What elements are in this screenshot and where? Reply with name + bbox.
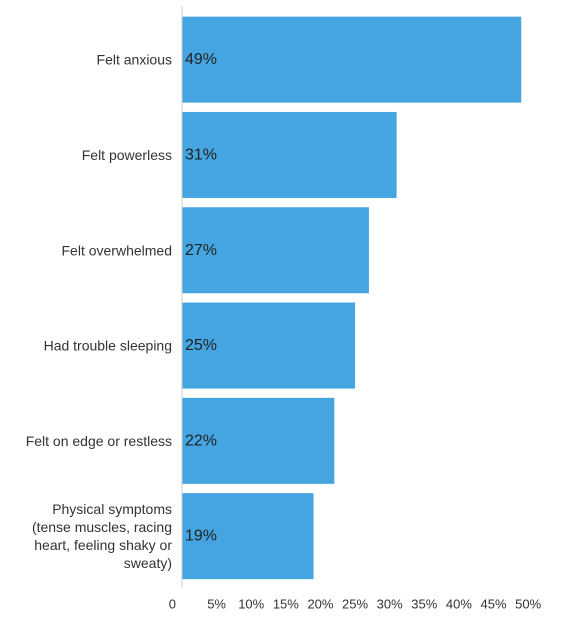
category-label-line: Felt overwhelmed	[62, 242, 173, 258]
x-tick-label: 50%	[515, 597, 541, 612]
category-label-line: (tense muscles, racing	[32, 519, 172, 535]
bars-group	[182, 16, 522, 580]
bar	[182, 493, 314, 580]
bar-value-label: 27%	[185, 242, 217, 259]
category-label-line: heart, feeling shaky or	[34, 537, 172, 553]
bar-value-label: 22%	[185, 432, 217, 449]
x-tick-label: 10%	[238, 597, 264, 612]
category-labels: Felt anxious Felt powerless Felt overwhelm…	[26, 52, 173, 572]
category-label: Had trouble sleeping	[44, 338, 172, 354]
category-label-line: Physical symptoms	[52, 501, 172, 517]
x-tick-label: 0	[169, 597, 176, 612]
x-tick-label: 40%	[446, 597, 472, 612]
category-label: Felt anxious	[97, 52, 172, 68]
category-label: Felt on edge or restless	[26, 433, 172, 449]
category-label: Felt overwhelmed	[62, 242, 173, 258]
bar	[182, 397, 335, 484]
value-labels: 49% 31% 27% 25% 22% 19%	[185, 51, 217, 545]
bar-value-label: 31%	[185, 146, 217, 163]
x-tick-label: 20%	[307, 597, 333, 612]
x-tick-label: 30%	[377, 597, 403, 612]
bar	[182, 302, 356, 389]
category-label: Physical symptoms (tense muscles, racing h…	[32, 501, 172, 571]
category-label-line: Felt powerless	[82, 147, 172, 163]
bar	[182, 207, 369, 294]
bar-value-label: 25%	[185, 337, 217, 354]
x-tick-label: 35%	[411, 597, 437, 612]
bar-value-label: 19%	[185, 528, 217, 545]
category-label-line: sweaty)	[124, 555, 172, 571]
x-axis-tick-labels: 0 5% 10% 15% 20% 25% 30% 35% 40% 45% 50%	[169, 597, 542, 612]
bar	[182, 16, 522, 103]
category-label-line: Felt on edge or restless	[26, 433, 172, 449]
x-tick-label: 15%	[273, 597, 299, 612]
x-tick-label: 5%	[207, 597, 226, 612]
x-tick-label: 25%	[342, 597, 368, 612]
bar	[182, 111, 397, 198]
x-tick-label: 45%	[481, 597, 507, 612]
category-label-line: Felt anxious	[97, 52, 172, 68]
bar-value-label: 49%	[185, 51, 217, 68]
category-label: Felt powerless	[82, 147, 172, 163]
category-label-line: Had trouble sleeping	[44, 338, 172, 354]
